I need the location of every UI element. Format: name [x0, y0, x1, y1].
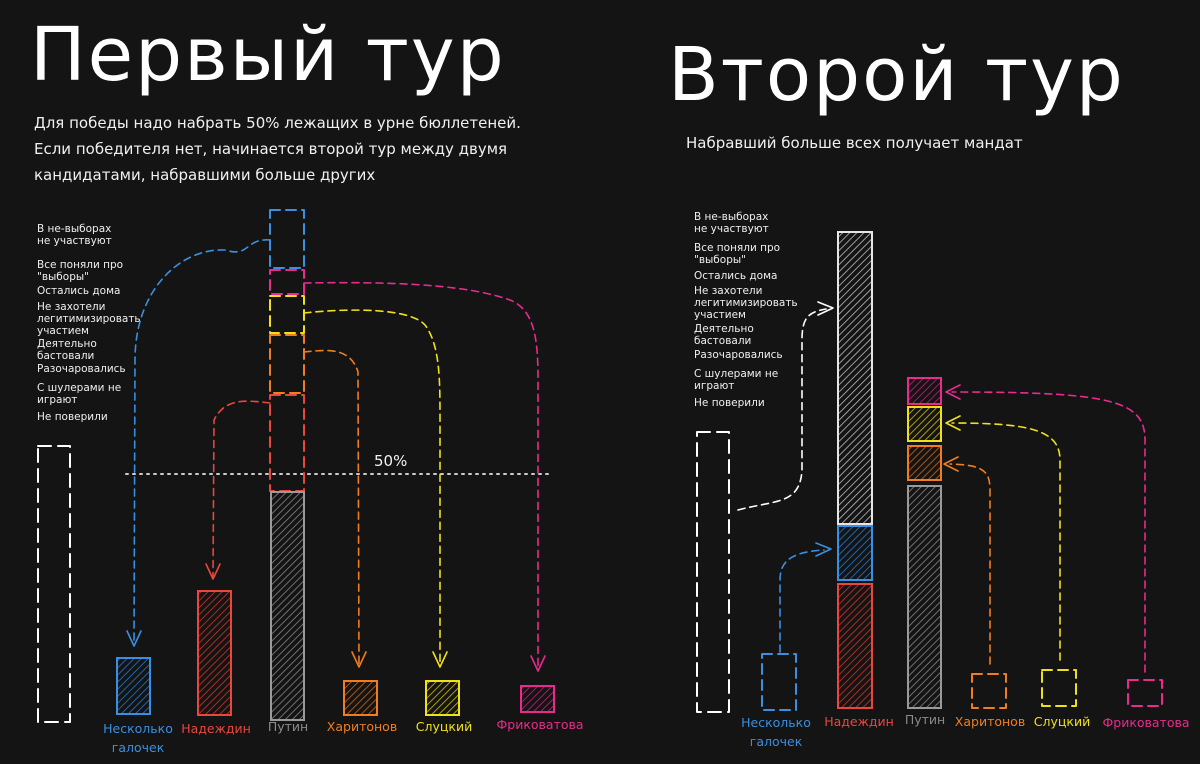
r2-arrow-yellow [951, 422, 1061, 661]
r2-arrow-white [737, 308, 827, 511]
r1-bar-putin [270, 491, 305, 721]
r1-arrow-blue [133, 239, 271, 646]
r2-bar-nadezhdin [837, 583, 873, 709]
r2-label-nadezhdin: Надеждин [824, 714, 894, 729]
r1-label-kharitonov: Харитонов [326, 719, 398, 734]
reason-item: В не-выборах не участвуют [37, 223, 112, 247]
reason-item: Не захотели легитимизировать участием [37, 301, 141, 337]
reason-item: С шулерами не играют [37, 382, 122, 406]
r1-bar-nadezhdin [197, 590, 232, 716]
r2-label-slutsky: Слуцкий [1033, 714, 1091, 729]
r2-segment-abstain [837, 231, 873, 525]
r2-dashed-slutsky [1041, 669, 1077, 707]
r1-dashed-red [269, 394, 305, 492]
r1-label-multi: Несколько галочек [103, 721, 173, 755]
r1-bar-frikovatova [520, 685, 555, 713]
r1-dashed-yellow [269, 295, 305, 334]
round1-description: Для победы надо набрать 50% лежащих в ур… [34, 114, 521, 184]
r2-arrowhead-blue [815, 542, 832, 557]
r2-segment-yellow [907, 406, 942, 442]
r2-arrow-orange [949, 463, 991, 665]
r2-arrowhead-pink [945, 384, 961, 400]
r2-label-putin: Путин [904, 712, 946, 727]
r1-dashed-blue [269, 209, 305, 269]
r2-arrow-pink [951, 391, 1146, 673]
reason-item: Разочаровались [694, 349, 783, 361]
reason-item: Деятельно бастовали [694, 323, 754, 347]
r1-label-frikovatova: Фриковатова [496, 717, 584, 732]
reason-item: В не-выборах не участвуют [694, 211, 769, 235]
r1-arrowhead-orange [351, 651, 367, 668]
r1-bar-multi [116, 657, 151, 715]
r2-bar-putin [907, 485, 942, 709]
round1-title: Первый тур [30, 12, 506, 98]
r1-arrowhead-pink [530, 655, 546, 672]
r2-dashed-multi [761, 653, 797, 711]
r2-arrow-blue [779, 549, 825, 653]
r2-segment-pink [907, 377, 942, 405]
r1-arrowhead-red [205, 563, 221, 580]
r1-arrow-orange [303, 349, 360, 667]
r1-label-putin: Путин [267, 719, 309, 734]
r2-segment-multi [837, 525, 873, 581]
r1-threshold-label: 50% [374, 452, 407, 470]
reason-item: Все поняли про "выборы" [694, 242, 781, 266]
r2-arrowhead-yellow [945, 415, 961, 431]
round2-title: Второй тур [668, 32, 1125, 118]
reason-item: Деятельно бастовали [37, 338, 97, 362]
reason-item: Не поверили [37, 411, 108, 423]
r2-dashed-kharitonov [971, 673, 1007, 709]
r2-dashed-frikovatova [1127, 679, 1163, 707]
r2-arrowhead-orange [943, 456, 959, 472]
r1-arrowhead-yellow [432, 651, 448, 668]
r2-abstain-bar [696, 431, 730, 713]
r1-bar-kharitonov [343, 680, 378, 716]
reason-item: Все поняли про "выборы" [37, 259, 124, 283]
r1-arrowhead-blue [126, 630, 142, 647]
reason-item: Не поверили [694, 397, 765, 409]
r2-label-frikovatova: Фриковатова [1102, 715, 1190, 730]
r1-abstain-bar [37, 445, 71, 723]
reason-item: Разочаровались [37, 363, 126, 375]
r2-label-multi: Несколько галочек [741, 715, 811, 749]
r1-label-slutsky: Слуцкий [415, 719, 473, 734]
r2-arrowhead-white [817, 301, 834, 316]
r1-dashed-orange [269, 334, 305, 394]
r1-arrow-yellow [303, 309, 441, 667]
r1-arrow-red [212, 400, 271, 579]
reason-item: Остались дома [37, 285, 121, 297]
r1-arrow-pink [303, 281, 539, 671]
r1-label-nadezhdin: Надеждин [181, 721, 251, 736]
r1-dashed-pink [269, 269, 305, 295]
reason-item: Не захотели легитимизировать участием [694, 285, 798, 321]
r2-segment-orange [907, 445, 942, 481]
reason-item: Остались дома [694, 270, 778, 282]
reason-item: С шулерами не играют [694, 368, 779, 392]
r2-label-kharitonov: Харитонов [954, 714, 1026, 729]
r1-bar-slutsky [425, 680, 460, 716]
round2-description: Набравший больше всех получает мандат [686, 134, 1023, 152]
